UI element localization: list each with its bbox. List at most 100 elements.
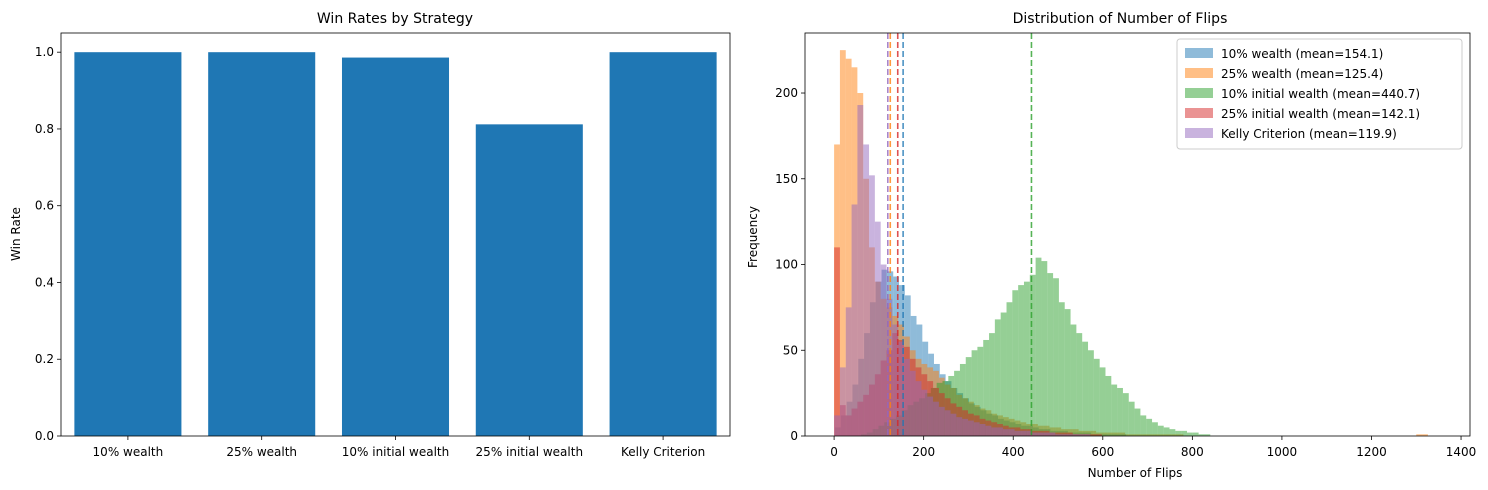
histogram-bar <box>1146 418 1153 436</box>
histogram-bar <box>1055 434 1062 436</box>
legend-label: 25% wealth (mean=125.4) <box>1221 67 1383 81</box>
histogram-bar <box>954 370 960 436</box>
legend-swatch <box>1185 88 1213 98</box>
histogram-bar <box>1002 429 1009 436</box>
legend-label: 10% initial wealth (mean=440.7) <box>1221 87 1420 101</box>
histogram-bar <box>1128 401 1135 436</box>
bar <box>475 124 583 436</box>
histogram-bar <box>874 221 881 436</box>
legend: 10% wealth (mean=154.1) 25% wealth (mean=… <box>1176 38 1463 150</box>
histogram-bar <box>1066 434 1073 436</box>
legend-label: 25% initial wealth (mean=142.1) <box>1221 107 1420 121</box>
histogram-bar <box>1032 432 1038 436</box>
histogram-bar <box>857 105 864 436</box>
histogram-bar <box>1058 302 1065 436</box>
histogram-bar <box>851 204 858 436</box>
histogram-bar <box>977 346 984 436</box>
histogram-bar <box>1012 290 1019 436</box>
legend-label: 10% wealth (mean=154.1) <box>1221 47 1383 61</box>
x-tick-label: 800 <box>1181 445 1204 459</box>
x-tick-label: 10% wealth <box>93 445 164 459</box>
histogram-bar <box>971 350 978 436</box>
histogram-bar <box>1096 434 1102 436</box>
histogram-bar <box>834 247 840 436</box>
legend-swatch <box>1185 108 1213 118</box>
histogram-bar <box>880 264 887 436</box>
x-tick-label: Kelly Criterion <box>621 445 705 459</box>
x-tick-label: 600 <box>1091 445 1114 459</box>
histogram-bar <box>1181 430 1187 436</box>
histogram-bar <box>1088 350 1094 436</box>
x-tick-label: 0 <box>830 445 838 459</box>
histogram-bar <box>1111 384 1118 436</box>
histogram-bar <box>950 413 957 436</box>
plot-frame <box>804 32 1471 437</box>
histogram-bar <box>1047 273 1054 436</box>
histogram-bar <box>1023 281 1030 436</box>
histogram-bar <box>1192 432 1199 436</box>
legend-swatch <box>1185 128 1213 138</box>
histogram-bar <box>1084 434 1091 436</box>
flips-histogram-chart: Distribution of Number of Flips Number o… <box>746 11 1476 480</box>
histogram-bar <box>989 333 995 436</box>
histogram-bar <box>985 425 992 436</box>
axes: 0 200 400 600 800 1000 1200 1400 0 50 100 150 200 <box>775 32 1477 459</box>
histogram-bar <box>1076 333 1083 436</box>
histogram-bar <box>973 422 980 436</box>
x-tick-label: 1200 <box>1356 445 1387 459</box>
histogram-bar <box>994 319 1001 436</box>
bar <box>74 52 182 436</box>
histogram-bar <box>869 175 875 436</box>
histogram-bar <box>1134 408 1141 436</box>
chart-title: Distribution of Number of Flips <box>1013 11 1228 27</box>
histogram-bar <box>1000 312 1007 436</box>
bar <box>208 52 316 436</box>
y-tick-label: 200 <box>775 86 798 100</box>
histogram-bar <box>962 418 968 436</box>
histogram-bar <box>1049 432 1056 436</box>
histogram-bar <box>1093 358 1100 436</box>
x-tick-label: 200 <box>912 445 935 459</box>
histogram-bar <box>921 389 928 436</box>
y-tick-label: 150 <box>775 172 798 186</box>
y-tick-label: 1.0 <box>35 45 54 59</box>
x-tick-label: 25% wealth <box>226 445 297 459</box>
legend-swatch <box>1185 68 1213 78</box>
histogram-bar <box>1064 309 1071 436</box>
x-axis-label: Number of Flips <box>1088 466 1183 480</box>
histogram-bar <box>834 415 840 436</box>
histogram-bar <box>1204 434 1211 436</box>
histogram-bar <box>1175 430 1182 436</box>
histogram-bar <box>1066 432 1073 436</box>
x-tick-label: 1000 <box>1267 445 1298 459</box>
histogram-bar <box>1099 367 1106 436</box>
histogram-bar <box>997 427 1003 436</box>
histogram-bar <box>1006 302 1013 436</box>
histogram-bar <box>1117 387 1123 436</box>
legend-swatch <box>1185 48 1213 58</box>
histogram-bar <box>1014 430 1021 436</box>
histogram-bar <box>1163 427 1170 436</box>
histogram-bar <box>1105 375 1112 436</box>
histogram-bar <box>968 420 974 436</box>
histogram-bar <box>1041 261 1048 436</box>
x-tick-label: 1400 <box>1446 445 1477 459</box>
histogram-bar <box>915 381 922 436</box>
histogram-bar <box>938 406 945 436</box>
histogram-bar <box>959 363 966 436</box>
histogram-bar <box>1035 257 1042 436</box>
histogram-bar <box>886 298 893 436</box>
y-axis-label: Win Rate <box>9 207 23 261</box>
bar-series <box>74 52 717 437</box>
histogram-bar <box>1186 432 1193 436</box>
histogram-bar <box>1061 432 1067 436</box>
histogram-bar <box>927 396 934 436</box>
histogram-bar <box>979 424 986 436</box>
histogram-bar <box>1061 434 1067 436</box>
histogram-bar <box>1070 324 1077 436</box>
y-tick-label: 100 <box>775 258 798 272</box>
histogram-bar <box>1169 429 1176 436</box>
bar <box>609 52 717 436</box>
